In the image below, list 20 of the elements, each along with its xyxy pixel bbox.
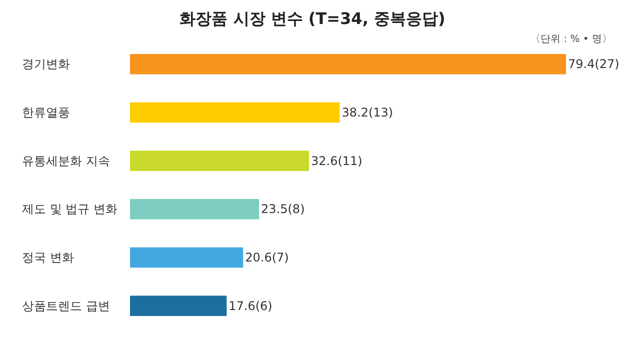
y-tick-label: 유통세분화 지속 <box>22 154 110 168</box>
y-tick-label: 경기변화 <box>22 57 70 72</box>
data-label: 23.5(8) <box>261 202 305 216</box>
data-label: 20.6(7) <box>245 250 289 264</box>
bar <box>130 102 340 123</box>
data-label: 38.2(13) <box>342 106 394 120</box>
data-label: 17.6(6) <box>228 298 272 313</box>
data-label: 32.6(11) <box>311 154 362 168</box>
data-label: 79.4(27) <box>568 57 620 72</box>
y-tick-label: 제도 및 법규 변화 <box>22 202 118 216</box>
bar <box>130 296 227 316</box>
bar <box>130 199 260 220</box>
annotation: 〈단위 : % • 명〉 <box>530 34 612 45</box>
bar <box>130 150 310 171</box>
y-tick-label: 정국 변화 <box>22 250 74 264</box>
bar <box>130 54 566 74</box>
bar <box>130 247 244 268</box>
chart-title: 화장품 시장 변수 (T=34, 중복응답) <box>180 9 446 28</box>
y-tick-label: 한류열풍 <box>22 106 70 120</box>
y-tick-label: 상품트렌드 급변 <box>22 298 110 313</box>
